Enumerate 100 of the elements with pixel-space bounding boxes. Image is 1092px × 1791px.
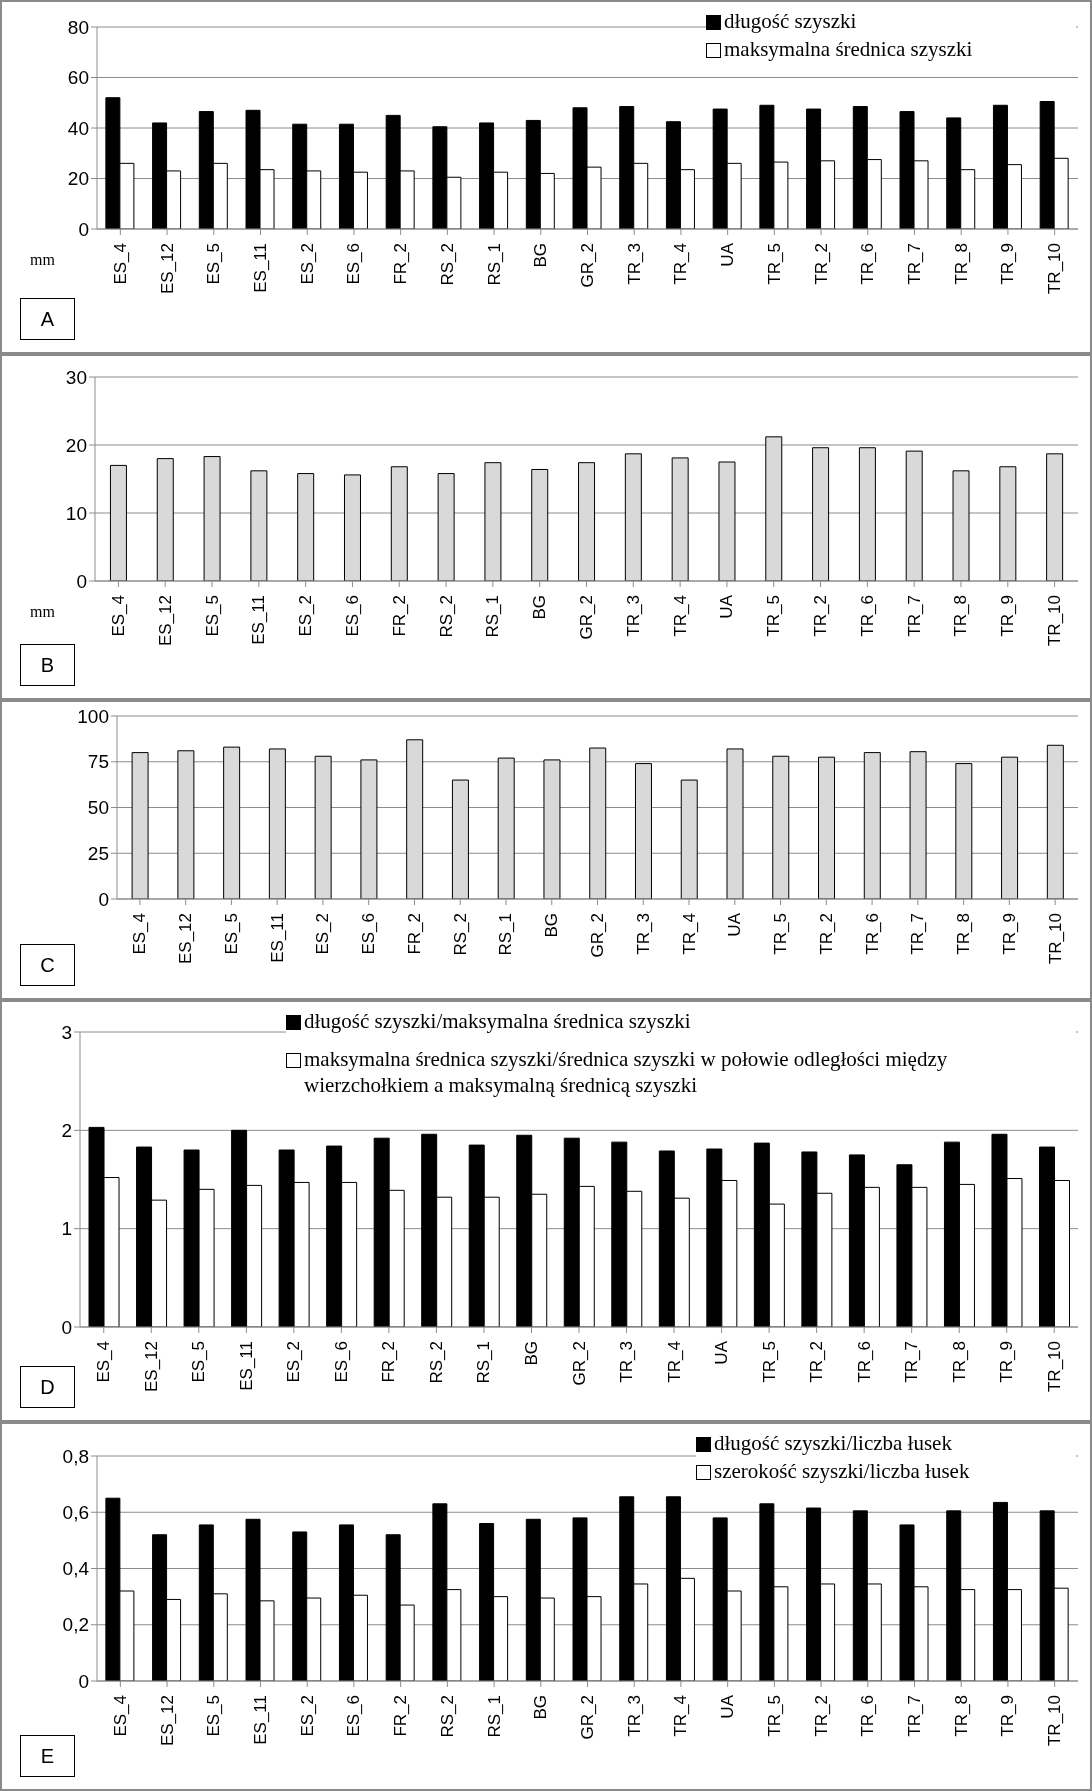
bar <box>680 779 698 899</box>
x-tick-label: TR_4 <box>664 1341 684 1383</box>
x-tick-label: TR_10 <box>1044 1341 1064 1393</box>
y-tick-label: 0 <box>98 888 109 910</box>
bar <box>406 739 424 899</box>
bar <box>156 458 174 581</box>
x-tick-label: TR_5 <box>764 1695 784 1737</box>
x-tick-label: TR_4 <box>671 243 691 285</box>
bar <box>297 473 315 581</box>
x-tick-label: TR_2 <box>816 913 836 955</box>
bar <box>131 752 149 899</box>
x-tick-label: ES_6 <box>344 243 364 285</box>
y-tick-label: 0 <box>78 218 89 240</box>
bar <box>624 453 642 581</box>
x-tick-label: RS_2 <box>437 243 457 286</box>
x-tick-label: ES_5 <box>189 1341 209 1383</box>
x-tick-label: TR_7 <box>902 1341 922 1383</box>
x-tick-label: ES_11 <box>251 243 270 293</box>
x-tick-label: TR_6 <box>854 1341 874 1383</box>
legend-label: szerokość szyszki/liczba łusek <box>714 1458 970 1484</box>
x-tick-label: TR_5 <box>764 595 784 637</box>
y-tick-label: 50 <box>87 797 109 819</box>
x-tick-label: FR_2 <box>389 595 409 637</box>
bar <box>1046 453 1064 581</box>
x-tick-label: TR_6 <box>858 243 878 285</box>
x-tick-label: TR_6 <box>857 595 877 637</box>
x-tick-label: ES_2 <box>313 913 333 955</box>
label-frame: E <box>20 1735 75 1777</box>
x-tick-label: RS_2 <box>450 913 470 956</box>
y-tick-label: 10 <box>65 502 87 524</box>
x-tick-label: GR_2 <box>578 1695 597 1740</box>
x-tick-label: GR_2 <box>578 243 597 288</box>
x-tick-label: TR_9 <box>998 595 1018 637</box>
x-tick-label: TR_8 <box>951 1695 971 1737</box>
x-tick-label: RS_1 <box>484 1695 504 1738</box>
bar <box>772 755 790 899</box>
bar <box>909 751 927 899</box>
bar <box>999 466 1017 581</box>
bar <box>955 763 973 899</box>
x-tick-label: ES_2 <box>296 595 316 637</box>
x-tick-label: ES_5 <box>202 595 222 637</box>
x-tick-label: ES_6 <box>342 595 362 637</box>
x-tick-label: ES_12 <box>157 1695 177 1747</box>
bar <box>952 470 970 581</box>
x-tick-label: TR_5 <box>771 913 791 955</box>
legend-label: długość szyszki/liczba łusek <box>714 1430 952 1456</box>
x-tick-label: ES_6 <box>359 913 379 955</box>
x-tick-label: BG <box>531 243 551 268</box>
x-tick-label: TR_3 <box>633 913 653 955</box>
bar <box>765 436 783 581</box>
x-tick-label: ES_11 <box>236 1341 256 1391</box>
x-tick-label: UA <box>725 912 745 937</box>
bar <box>437 473 455 581</box>
bar <box>390 466 408 581</box>
x-tick-label: BG <box>542 913 562 938</box>
x-tick-label: ES_11 <box>249 595 269 645</box>
y-tick-label: 20 <box>65 434 87 456</box>
x-tick-label: FR_2 <box>391 1695 411 1737</box>
x-tick-label: ES_5 <box>221 913 241 955</box>
x-tick-label: TR_3 <box>624 1695 644 1737</box>
x-tick-label: GR_2 <box>588 913 607 958</box>
bar <box>905 450 923 581</box>
y-tick-label: 20 <box>67 168 89 190</box>
x-tick-label: FR_2 <box>391 243 411 285</box>
bar <box>589 747 607 899</box>
x-tick-label: ES_4 <box>110 243 130 285</box>
bar <box>451 779 469 899</box>
x-tick-label: TR_4 <box>671 1695 691 1737</box>
y-tick-label: 2 <box>61 1120 72 1142</box>
x-tick-label: TR_3 <box>623 595 643 637</box>
x-tick-label: TR_3 <box>624 243 644 285</box>
x-tick-label: TR_9 <box>999 913 1019 955</box>
x-tick-label: TR_10 <box>1045 913 1065 965</box>
x-tick-label: ES_5 <box>204 1695 224 1737</box>
x-tick-label: RS_1 <box>496 913 516 956</box>
x-tick-label: TR_8 <box>951 595 971 637</box>
bar <box>531 468 549 581</box>
bar <box>484 462 502 581</box>
x-tick-label: RS_2 <box>437 1695 457 1738</box>
bar <box>250 470 268 581</box>
bar <box>360 759 378 899</box>
x-tick-label: RS_1 <box>474 1341 494 1384</box>
x-tick-label: FR_2 <box>404 913 424 955</box>
bar <box>1046 744 1064 899</box>
y-tick-label: 60 <box>67 67 89 89</box>
x-tick-label: TR_10 <box>1045 1695 1065 1747</box>
bar <box>268 748 286 899</box>
y-tick-label: 0,6 <box>62 1501 89 1523</box>
x-tick-label: UA <box>712 1340 732 1365</box>
x-tick-label: TR_2 <box>811 1695 831 1737</box>
x-tick-label: ES_12 <box>155 595 175 647</box>
x-tick-label: TR_2 <box>811 243 831 285</box>
y-tick-label: 3 <box>61 1021 72 1043</box>
x-tick-label: UA <box>718 1694 738 1719</box>
x-tick-label: RS_1 <box>483 595 503 638</box>
x-tick-label: TR_2 <box>807 1341 827 1383</box>
x-tick-label: TR_7 <box>908 913 928 955</box>
x-tick-label: TR_5 <box>759 1341 779 1383</box>
legend-label: długość szyszki <box>724 8 857 34</box>
x-tick-label: ES_6 <box>331 1341 351 1383</box>
